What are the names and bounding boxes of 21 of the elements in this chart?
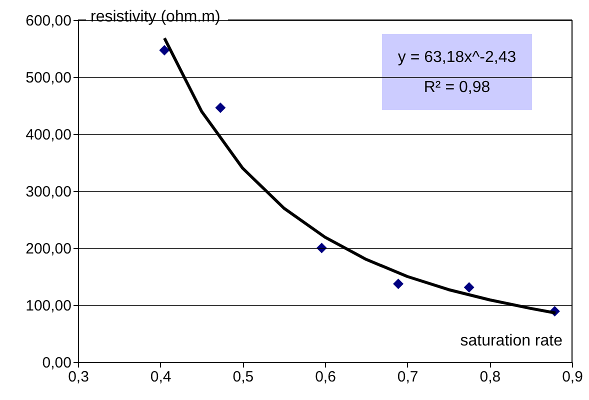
- annotation: y = 63,18x^-2,43: [398, 49, 516, 66]
- x-axis-title: saturation rate: [460, 332, 563, 350]
- x-tick-label: 0,8: [480, 368, 501, 386]
- x-tick-label: 0,6: [315, 368, 336, 386]
- annotation: R² = 0,98: [424, 79, 490, 96]
- y-tick-label: 0,00: [42, 354, 72, 372]
- point: [464, 282, 474, 293]
- y-tick-label: 300,00: [26, 184, 72, 200]
- y-tick-label: 200,00: [26, 240, 72, 258]
- x-tick-label: 0,7: [397, 368, 418, 386]
- x-tick-label: 0,4: [150, 368, 172, 386]
- point: [393, 278, 404, 290]
- x-tick-label: 0,9: [562, 368, 583, 386]
- y-tick-label: 400,00: [26, 126, 72, 144]
- x-tick-label: 0,5: [232, 368, 254, 386]
- y-tick-label: 500,00: [26, 70, 72, 86]
- point: [215, 102, 226, 114]
- y-tick-label: 600,00: [26, 12, 72, 30]
- point: [159, 44, 170, 56]
- x-tick-label: 0,3: [68, 368, 89, 386]
- y-tick-label: 100,00: [26, 298, 72, 314]
